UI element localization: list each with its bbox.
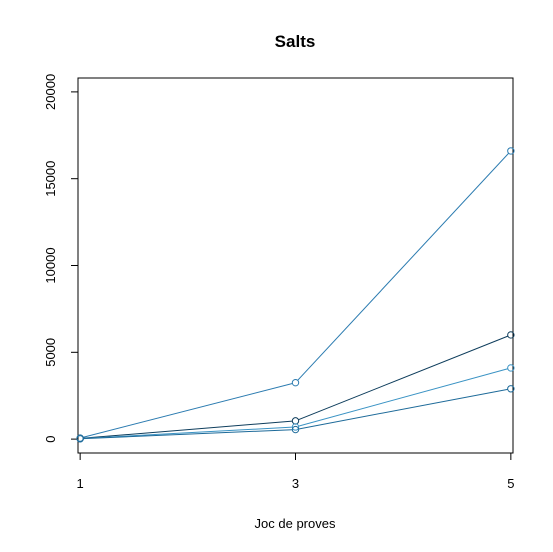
x-axis: 1 3 5	[77, 452, 514, 491]
series-line-segment	[83, 420, 293, 439]
data-point	[291, 425, 300, 434]
data-point	[507, 364, 515, 372]
series-line-segment	[83, 383, 293, 438]
data-point	[507, 147, 515, 155]
chart-title: Salts	[275, 32, 316, 51]
series-line-segment	[297, 152, 510, 381]
series-layer	[76, 147, 515, 443]
series-2	[76, 331, 515, 443]
data-point	[76, 435, 84, 443]
series-line-segment	[83, 426, 293, 439]
plot-frame	[77, 77, 514, 454]
series-line-segment	[83, 429, 293, 440]
series-line-segment	[298, 388, 508, 430]
x-tick-label: 1	[77, 476, 84, 491]
series-3	[76, 364, 515, 443]
y-tick-label: 0	[43, 435, 58, 442]
series-line-segment	[298, 368, 508, 427]
series-1	[76, 147, 515, 442]
x-tick-label: 5	[507, 476, 514, 491]
x-tick-label: 3	[292, 476, 299, 491]
y-tick-label: 20000	[43, 74, 58, 110]
series-line-segment	[298, 335, 509, 421]
y-tick-label: 10000	[43, 247, 58, 283]
y-tick-label: 5000	[43, 338, 58, 367]
data-point	[291, 423, 300, 431]
data-point	[507, 331, 515, 339]
data-point	[291, 378, 300, 387]
data-point	[507, 385, 515, 393]
series-4	[76, 385, 515, 443]
data-point	[291, 417, 300, 425]
y-tick-label: 15000	[43, 161, 58, 197]
y-axis: 0 5000 10000 15000 20000	[43, 74, 79, 443]
x-axis-label: Joc de proves	[255, 516, 336, 531]
